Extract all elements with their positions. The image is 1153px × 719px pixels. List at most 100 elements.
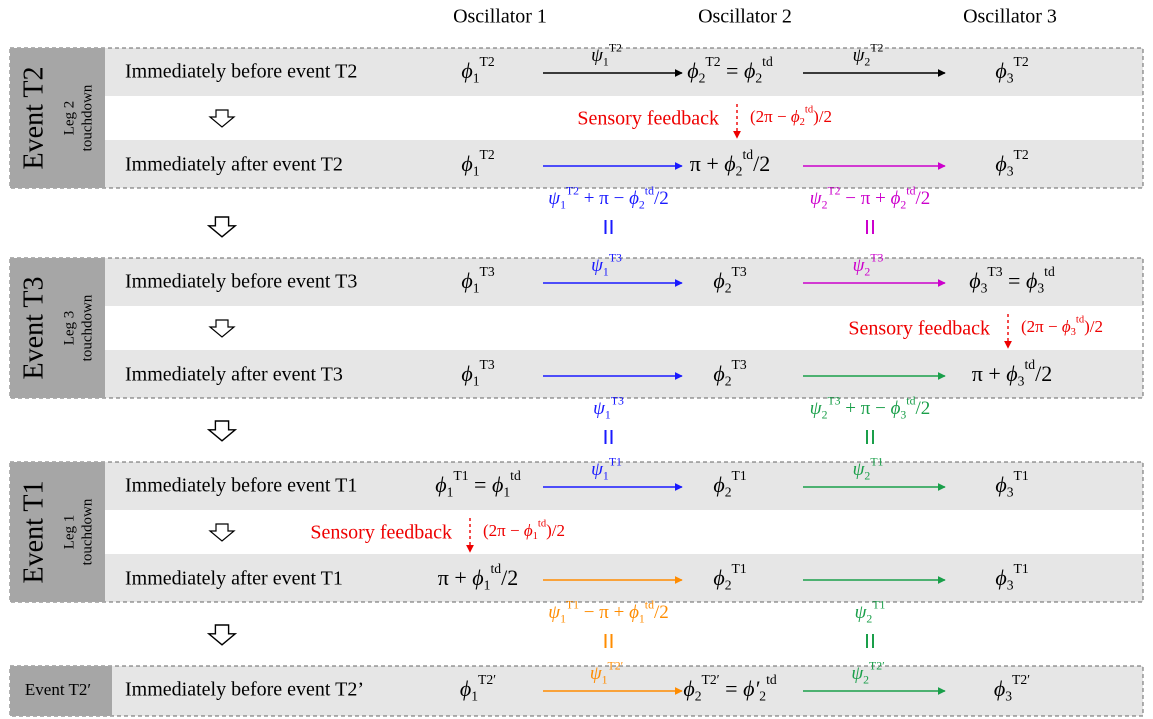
math-sub: 1	[603, 469, 609, 482]
math-symbol: ϕ	[713, 361, 724, 386]
math-sup: td	[1024, 357, 1035, 372]
math-text: + π −	[579, 188, 629, 209]
math-text: )/2	[813, 107, 832, 126]
math: π + ϕ2 td/2	[690, 147, 770, 179]
math-text: /2	[753, 151, 770, 176]
math-sup: T1	[566, 598, 579, 611]
math-sup: td	[805, 105, 814, 116]
math-sup: td	[1076, 315, 1085, 326]
math-symbol: ϕ	[995, 58, 1006, 83]
math-sub: 2	[900, 198, 906, 211]
math-sup: td	[1044, 264, 1055, 279]
row-label: Immediately before event T2’	[125, 679, 364, 701]
math: ψ2T3	[853, 251, 884, 278]
column-header: Oscillator 2	[698, 6, 792, 28]
math-symbol: ψ	[591, 255, 604, 276]
math-sub: 1	[473, 374, 480, 389]
math-sub: 3	[1007, 164, 1014, 179]
math-sub: 1	[503, 485, 510, 500]
math-sup: T2	[705, 54, 720, 69]
feedback-label: Sensory feedback	[848, 318, 990, 340]
math: ϕ3T2	[995, 54, 1029, 86]
math-text: )/2	[546, 521, 565, 540]
math-symbol: ψ	[548, 188, 561, 209]
math: ϕ1T3	[461, 264, 495, 296]
math-sup: T1	[732, 468, 747, 483]
math-sub: 1	[560, 612, 566, 625]
math-symbol: ϕ	[744, 58, 755, 83]
math-symbol: ϕ	[461, 151, 472, 176]
row-label: Immediately before event T3	[125, 271, 357, 293]
math: ϕ3T3 = ϕ3td	[969, 264, 1055, 296]
event-touch: touchdown	[79, 498, 95, 565]
math-text: /2	[501, 565, 518, 590]
math-sub: 1	[473, 164, 480, 179]
event-label: Event T2′	[25, 680, 91, 699]
math-symbol: ϕ	[472, 565, 483, 590]
math: ψ2T2′	[851, 659, 884, 686]
math-sup: T3	[609, 251, 622, 264]
math-sup: T1	[609, 455, 622, 468]
math: ψ1T2	[591, 41, 622, 68]
math-sup: td	[742, 147, 753, 162]
math-sup: td	[510, 468, 521, 483]
math-sub: 1	[484, 578, 491, 593]
column-header: Oscillator 1	[453, 6, 547, 28]
math: ϕ2T2 = ϕ2td	[687, 54, 773, 86]
math-symbol: ψ	[593, 398, 606, 419]
math-sup: td	[645, 184, 654, 197]
math-sub: 2	[863, 673, 869, 686]
math: π + ϕ3 td/2	[972, 357, 1052, 389]
math-symbol: ψ	[591, 45, 604, 66]
event-leg: Leg 3	[61, 311, 77, 346]
math-sup: T1	[872, 598, 885, 611]
math-text: + π −	[841, 398, 891, 419]
math: ϕ2T1	[713, 561, 746, 593]
math-text: /2	[654, 602, 669, 623]
math-text: (2π −	[1021, 317, 1062, 336]
math: (2π − ϕ1td)/2	[483, 519, 565, 543]
math-sub: 2	[725, 281, 732, 296]
math: ϕ2T3	[713, 357, 747, 389]
math: ϕ3T2′	[994, 672, 1030, 704]
math-symbol: ϕ	[891, 398, 901, 419]
math-symbol: ψ	[855, 602, 868, 623]
math-sub: 2	[699, 71, 706, 86]
math: ϕ2T3	[713, 264, 747, 296]
math-text: (2π −	[750, 107, 791, 126]
math-sub: 2	[864, 265, 870, 278]
math-symbol: ϕ	[713, 472, 724, 497]
math-sup: T3	[732, 264, 747, 279]
math-text: (2π −	[483, 521, 524, 540]
math-sub: 3	[1007, 578, 1014, 593]
math: (2π − ϕ3td)/2	[1021, 315, 1103, 339]
math-sup: td	[766, 672, 777, 687]
math-sub: 1	[560, 198, 566, 211]
math: ϕ3T2	[995, 147, 1029, 179]
math: ψ1T1	[591, 455, 622, 482]
math-symbol: ϕ	[460, 676, 471, 701]
math-symbol: ϕ	[713, 565, 724, 590]
math: ψ1T3	[593, 394, 624, 421]
math-sub: 1	[471, 689, 478, 704]
math: ψ2T2	[853, 41, 884, 68]
math-sub: 2	[822, 408, 828, 421]
math-sub: 2	[800, 118, 805, 129]
math-sub: 1	[473, 281, 480, 296]
row-bg	[10, 140, 1143, 188]
math-text: /2	[915, 398, 930, 419]
math-sub: 2	[736, 164, 743, 179]
math-sub: 2	[864, 469, 870, 482]
math-sup: T2′	[869, 659, 885, 672]
event-label: Event T2	[18, 67, 49, 170]
math: ψ1T3	[591, 251, 622, 278]
math-symbol: ϕ	[1026, 268, 1037, 293]
math: ψ1T1 − π + ϕ1td/2	[548, 598, 668, 625]
math-symbol: ϕ	[435, 472, 446, 497]
math-symbol: ϕ	[713, 268, 724, 293]
math: ϕ1T2	[461, 54, 495, 86]
math-symbol: ψ	[853, 459, 866, 480]
math-sub: 1	[602, 673, 608, 686]
row-label: Immediately after event T1	[125, 568, 343, 590]
row-bg	[10, 48, 1143, 96]
